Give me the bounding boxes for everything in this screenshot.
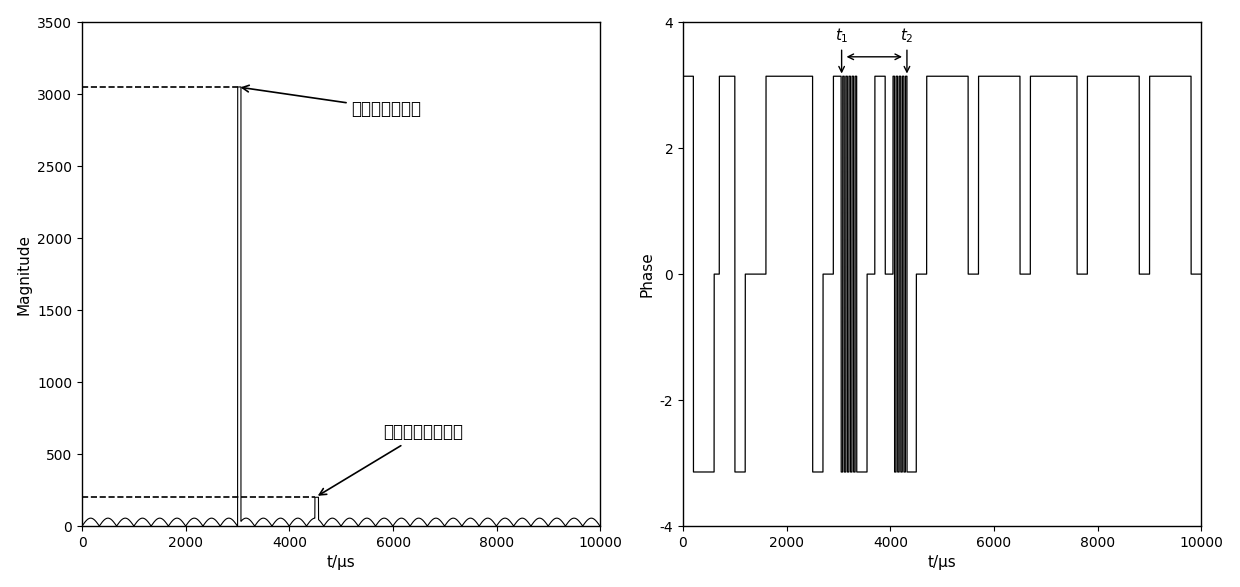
- Text: 幅値最大値峰値: 幅値最大値峰値: [242, 85, 422, 117]
- Text: 次幅値最大値峰値: 次幅値最大値峰値: [320, 423, 463, 495]
- Y-axis label: Magnitude: Magnitude: [16, 234, 32, 315]
- X-axis label: t/μs: t/μs: [928, 555, 956, 571]
- Y-axis label: Phase: Phase: [639, 251, 653, 297]
- X-axis label: t/μs: t/μs: [327, 555, 356, 571]
- Text: $t_2$: $t_2$: [900, 26, 914, 45]
- Text: $t_1$: $t_1$: [835, 26, 848, 45]
